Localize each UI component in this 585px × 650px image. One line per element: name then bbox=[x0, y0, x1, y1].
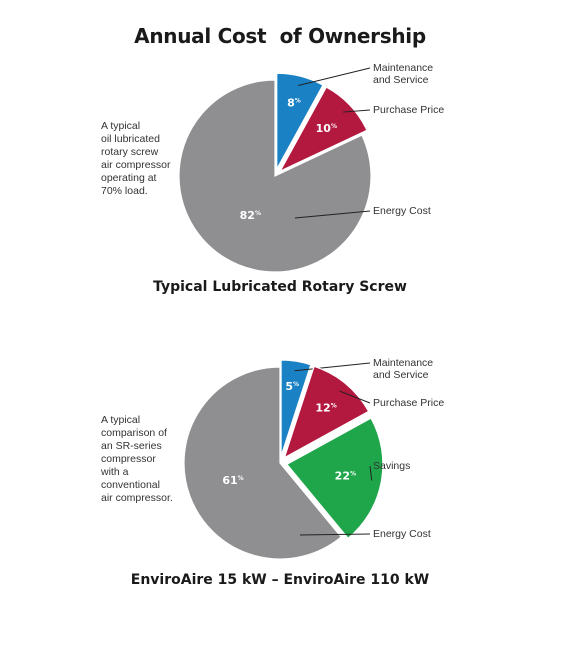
leader-line bbox=[343, 109, 371, 113]
pie-slice-purchase-price bbox=[278, 86, 368, 173]
leader-line bbox=[294, 362, 371, 372]
description-line: comparison of bbox=[101, 427, 167, 439]
chart-1-caption: Typical Lubricated Rotary Screw bbox=[153, 279, 407, 295]
description-line: A typical bbox=[101, 120, 141, 132]
chart-2-description: A typical comparison of an SR-series compre… bbox=[101, 414, 193, 505]
slice-category-label: Purchase Price bbox=[373, 104, 444, 116]
description-line: compressor bbox=[101, 453, 156, 465]
slice-category-label: Savings bbox=[373, 460, 410, 472]
pie-slice-savings bbox=[285, 417, 384, 540]
slice-category-label: Energy Cost bbox=[373, 205, 431, 217]
description-line: conventional bbox=[101, 479, 160, 491]
description-line: air compressor. bbox=[101, 492, 173, 504]
description-line: oil lubricated bbox=[101, 133, 160, 145]
description-line: A typical bbox=[101, 414, 141, 426]
slice-category-label: and Service bbox=[373, 74, 429, 86]
leader-line bbox=[369, 465, 373, 481]
slice-category-label: Purchase Price bbox=[373, 397, 444, 409]
pie-slice-maintenance-and-service bbox=[276, 72, 324, 170]
chart-1-description: A typical oil lubricated rotary screw air c… bbox=[101, 120, 191, 198]
description-line: an SR-series bbox=[101, 440, 162, 452]
leader-line bbox=[298, 67, 371, 87]
description-line: air compressor bbox=[101, 159, 171, 171]
pie-slice-purchase-price bbox=[283, 365, 370, 459]
slice-category-label: Maintenance bbox=[373, 62, 433, 74]
leader-line bbox=[299, 533, 371, 536]
pie-slice-maintenance-and-service bbox=[280, 359, 312, 457]
slice-category-label: Energy Cost bbox=[373, 528, 431, 540]
page-title: Annual Cost of Ownership bbox=[134, 24, 426, 48]
description-line: 70% load. bbox=[101, 185, 148, 197]
pie-slice-energy-cost bbox=[183, 366, 343, 560]
description-line: with a bbox=[101, 466, 129, 478]
description-line: rotary screw bbox=[101, 146, 159, 158]
pie-slice-energy-cost bbox=[178, 79, 372, 273]
description-line: operating at bbox=[101, 172, 157, 184]
leader-line bbox=[339, 390, 371, 404]
slice-category-label: Maintenance bbox=[373, 357, 433, 369]
chart-2-caption: EnviroAire 15 kW – EnviroAire 110 kW bbox=[130, 572, 430, 588]
leader-line bbox=[294, 210, 371, 219]
slice-category-label: and Service bbox=[373, 369, 429, 381]
